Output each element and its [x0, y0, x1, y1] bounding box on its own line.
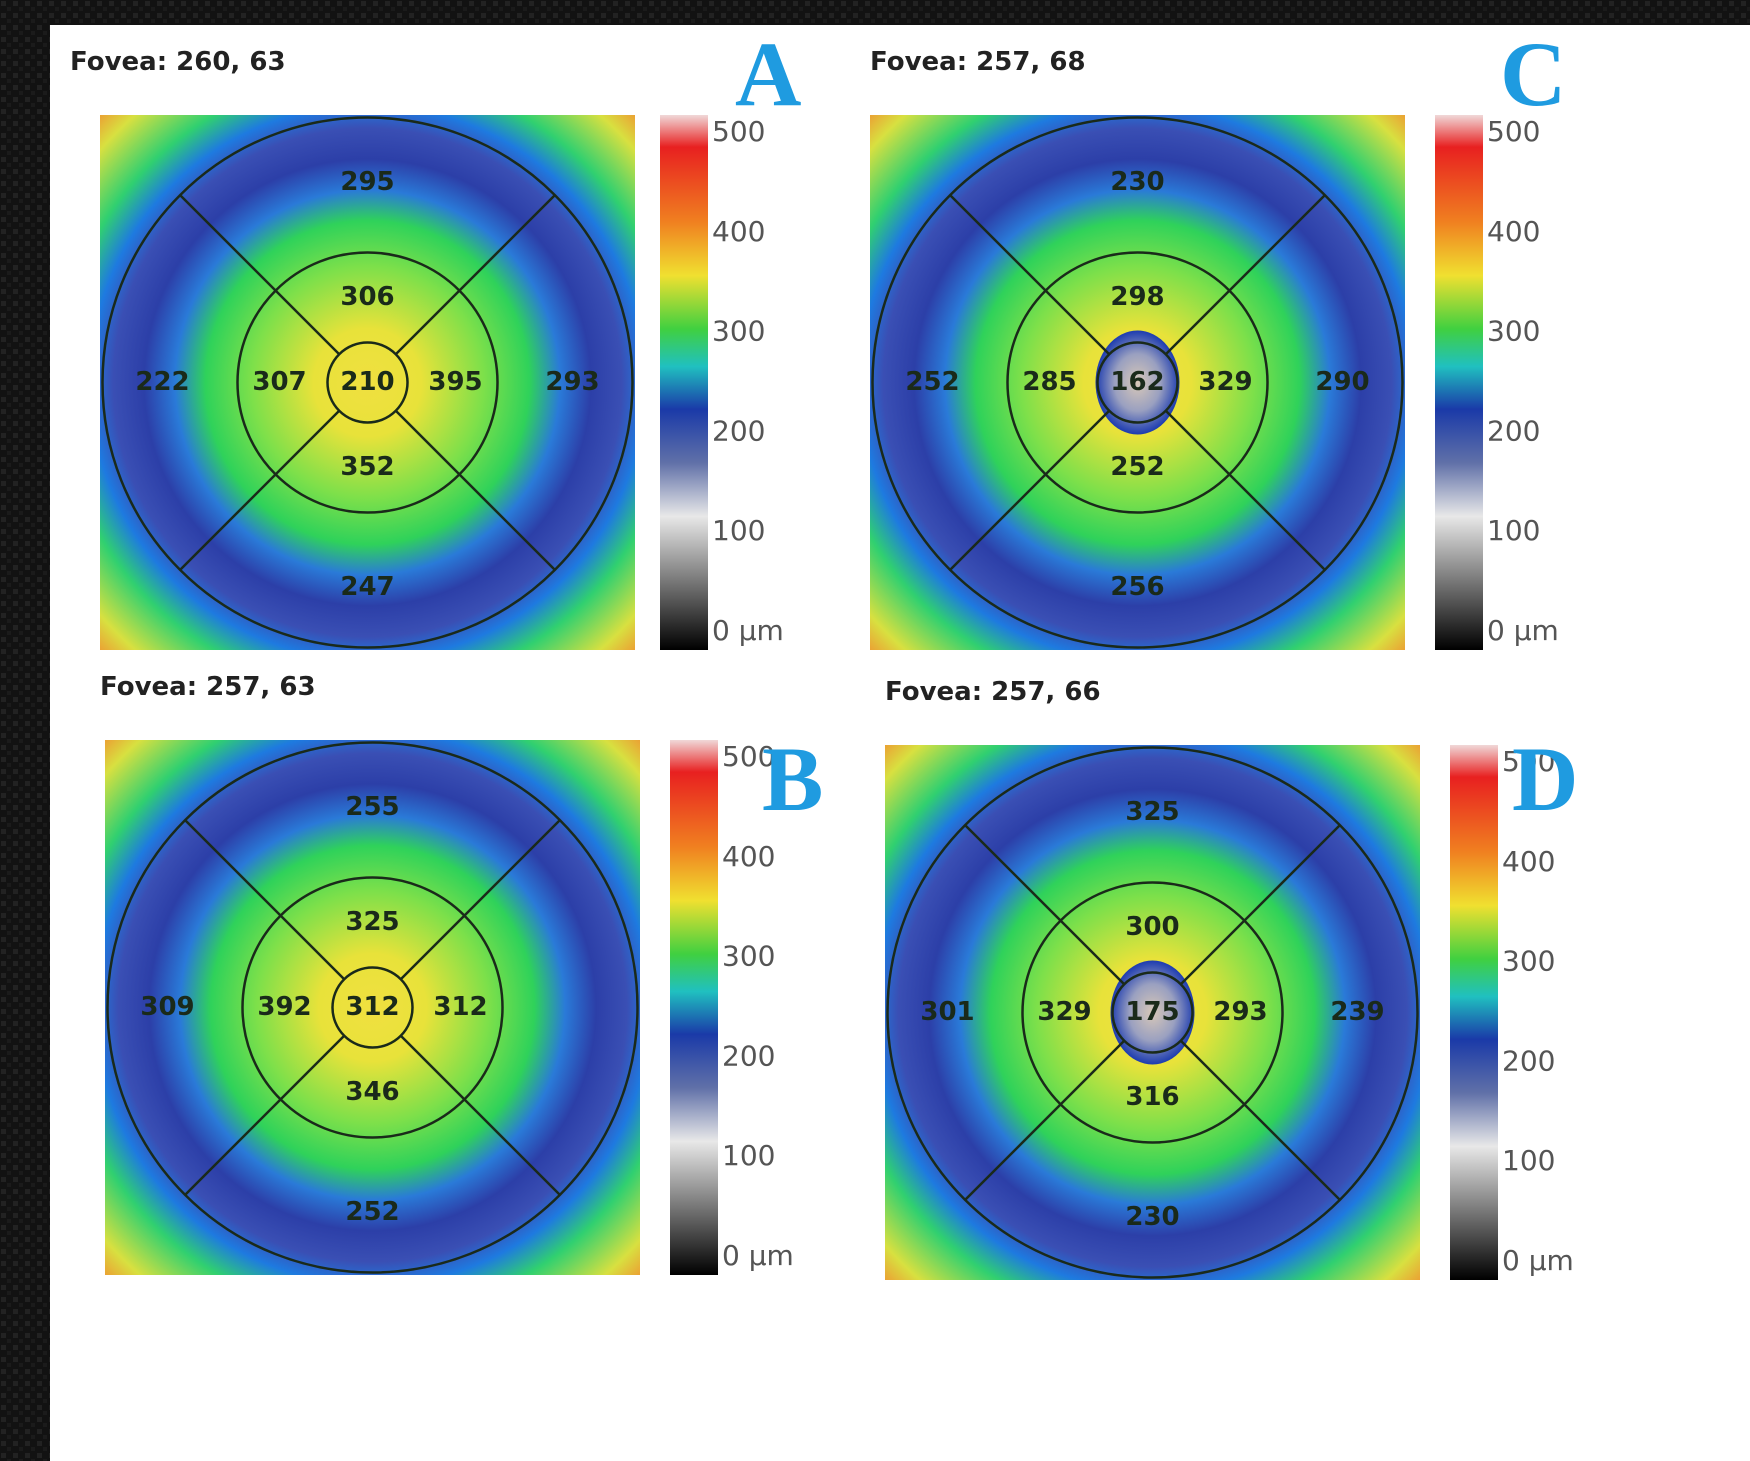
- scale-label: 100: [1502, 1144, 1555, 1177]
- fovea-label: Fovea: 257, 63: [100, 672, 316, 702]
- scale-label: 200: [712, 414, 765, 447]
- scale-label: 300: [1502, 945, 1555, 978]
- sector-value: 312: [345, 992, 399, 1022]
- sector-value: 307: [252, 367, 306, 397]
- scale-label: 0 µm: [722, 1239, 794, 1272]
- scale-label: 300: [722, 940, 775, 973]
- scale-label: 0 µm: [1487, 614, 1559, 647]
- sector-value: 298: [1110, 282, 1164, 312]
- scale-label: 400: [1487, 215, 1540, 248]
- scale-label: 300: [712, 315, 765, 348]
- scale-label: 100: [722, 1139, 775, 1172]
- scale-label: 300: [1487, 315, 1540, 348]
- sector-value: 285: [1022, 367, 1076, 397]
- sector-value: 316: [1125, 1082, 1179, 1112]
- thickness-panel: Fovea: 257, 68 162 298 285 329 252 230 252 290 25…: [870, 23, 1566, 650]
- sector-value: 252: [1110, 452, 1164, 482]
- thickness-panel: Fovea: 260, 63 210 306 307 395 352 295 222 293 24…: [70, 23, 801, 650]
- scale-label: 100: [712, 514, 765, 547]
- sector-value: 293: [1213, 997, 1267, 1027]
- scale-label: 400: [722, 840, 775, 873]
- sector-value: 256: [1110, 572, 1164, 602]
- fovea-label: Fovea: 260, 63: [70, 47, 286, 77]
- sector-value: 301: [920, 997, 974, 1027]
- sector-value: 300: [1125, 912, 1179, 942]
- sector-value: 239: [1330, 997, 1384, 1027]
- sector-value: 222: [135, 367, 189, 397]
- sector-value: 293: [545, 367, 599, 397]
- thickness-panel: Fovea: 257, 66 175 300 329 293 316 325 301 239 23…: [885, 677, 1578, 1280]
- sector-value: 247: [340, 572, 394, 602]
- fovea-label: Fovea: 257, 66: [885, 677, 1101, 707]
- color-bar: [670, 740, 718, 1275]
- sector-value: 325: [1125, 797, 1179, 827]
- sector-value: 312: [433, 992, 487, 1022]
- sector-value: 252: [345, 1197, 399, 1227]
- panel-letter: A: [735, 23, 801, 125]
- scale-label: 400: [1502, 845, 1555, 878]
- scale-label: 400: [712, 215, 765, 248]
- sector-value: 210: [340, 367, 394, 397]
- sector-value: 252: [905, 367, 959, 397]
- scale-label: 100: [1487, 514, 1540, 547]
- sector-value: 295: [340, 167, 394, 197]
- panel-letter: D: [1512, 728, 1578, 830]
- scale-label: 200: [1487, 414, 1540, 447]
- sector-value: 175: [1125, 997, 1179, 1027]
- color-bar: [660, 115, 708, 650]
- color-bar: [1450, 745, 1498, 1280]
- color-bar: [1435, 115, 1483, 650]
- scale-label: 0 µm: [1502, 1244, 1574, 1277]
- scale-label: 200: [722, 1039, 775, 1072]
- sector-value: 306: [340, 282, 394, 312]
- sector-value: 162: [1110, 367, 1164, 397]
- sector-value: 230: [1110, 167, 1164, 197]
- figure: Fovea: 260, 63 210 306 307 395 352 295 222 293 24…: [0, 0, 1750, 1461]
- sector-value: 325: [345, 907, 399, 937]
- panel-letter: B: [762, 728, 823, 830]
- sector-value: 392: [257, 992, 311, 1022]
- fovea-label: Fovea: 257, 68: [870, 47, 1086, 77]
- scale-label: 0 µm: [712, 614, 784, 647]
- sector-value: 309: [140, 992, 194, 1022]
- sector-value: 352: [340, 452, 394, 482]
- sector-value: 255: [345, 792, 399, 822]
- sector-value: 230: [1125, 1202, 1179, 1232]
- scale-label: 200: [1502, 1044, 1555, 1077]
- sector-value: 329: [1198, 367, 1252, 397]
- sector-value: 290: [1315, 367, 1369, 397]
- panel-letter: C: [1500, 23, 1566, 125]
- sector-value: 329: [1037, 997, 1091, 1027]
- sector-value: 346: [345, 1077, 399, 1107]
- sector-value: 395: [428, 367, 482, 397]
